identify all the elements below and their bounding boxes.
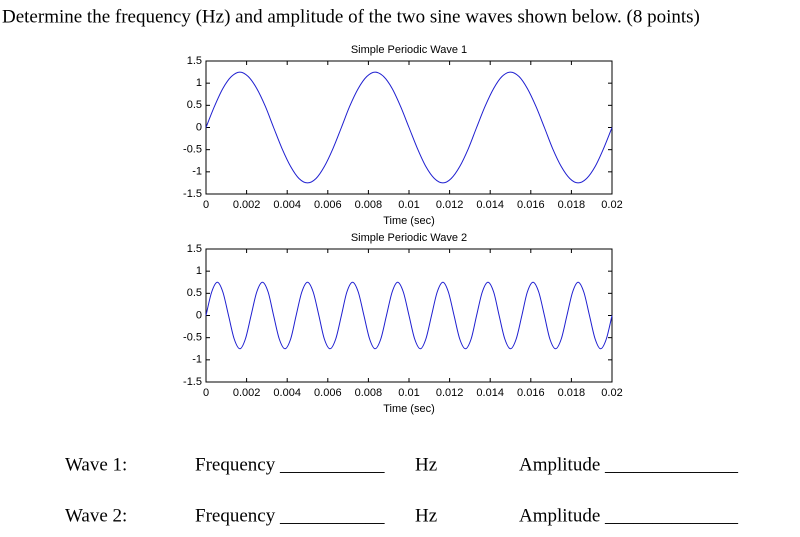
x-tick-label: 0.018 bbox=[558, 387, 586, 399]
x-tick-label: 0.02 bbox=[601, 387, 622, 399]
x-tick-label: 0 bbox=[203, 199, 209, 211]
x-tick-label: 0.016 bbox=[517, 199, 545, 211]
wave-line bbox=[205, 281, 613, 350]
x-tick-label: 0.018 bbox=[558, 199, 586, 211]
chart-title: Simple Periodic Wave 2 bbox=[351, 232, 467, 244]
amplitude-blank: Amplitude ______________ bbox=[519, 454, 739, 475]
x-tick-label: 0.014 bbox=[476, 387, 504, 399]
y-tick-label: -0.5 bbox=[183, 332, 202, 344]
y-tick-label: 1.5 bbox=[187, 55, 202, 67]
x-tick-label: 0.004 bbox=[273, 387, 301, 399]
x-tick-label: 0.014 bbox=[476, 199, 504, 211]
chart-title: Simple Periodic Wave 1 bbox=[351, 44, 467, 56]
x-tick-label: 0.01 bbox=[398, 199, 419, 211]
y-tick-label: -1.5 bbox=[183, 376, 202, 388]
frequency-blank: Frequency ___________ bbox=[195, 505, 385, 526]
wave-line bbox=[205, 71, 613, 184]
x-tick-label: 0.012 bbox=[436, 387, 464, 399]
x-tick-label: 0.008 bbox=[355, 199, 383, 211]
x-tick-label: 0.004 bbox=[273, 199, 301, 211]
y-tick-label: 1 bbox=[196, 77, 202, 89]
x-tick-label: 0.01 bbox=[398, 387, 419, 399]
x-tick-label: 0.016 bbox=[517, 387, 545, 399]
x-tick-label: 0.012 bbox=[436, 199, 464, 211]
x-tick-label: 0.008 bbox=[355, 387, 383, 399]
y-tick-label: -0.5 bbox=[183, 144, 202, 156]
x-tick-label: 0 bbox=[203, 387, 209, 399]
wave-label: Wave 1: bbox=[65, 454, 127, 475]
x-tick-label: 0.002 bbox=[233, 199, 261, 211]
y-tick-label: -1.5 bbox=[183, 188, 202, 200]
y-tick-label: 1 bbox=[196, 265, 202, 277]
y-tick-label: 0.5 bbox=[187, 287, 202, 299]
x-tick-label: 0.02 bbox=[601, 199, 622, 211]
x-tick-label: 0.002 bbox=[233, 387, 261, 399]
frequency-unit: Hz bbox=[415, 505, 437, 526]
wave-label: Wave 2: bbox=[65, 505, 127, 526]
amplitude-blank: Amplitude ______________ bbox=[519, 505, 739, 526]
y-tick-label: -1 bbox=[192, 354, 202, 366]
y-tick-label: 1.5 bbox=[187, 243, 202, 255]
y-tick-label: 0 bbox=[196, 309, 202, 321]
x-axis-label: Time (sec) bbox=[383, 403, 435, 415]
y-tick-label: 0.5 bbox=[187, 99, 202, 111]
x-axis-label: Time (sec) bbox=[383, 215, 435, 227]
y-tick-label: 0 bbox=[196, 121, 202, 133]
x-tick-label: 0.006 bbox=[314, 199, 342, 211]
frequency-unit: Hz bbox=[415, 454, 437, 475]
y-tick-label: -1 bbox=[192, 166, 202, 178]
question: Determine the frequency (Hz) and amplitu… bbox=[2, 6, 700, 27]
x-tick-label: 0.006 bbox=[314, 387, 342, 399]
frequency-blank: Frequency ___________ bbox=[195, 454, 385, 475]
